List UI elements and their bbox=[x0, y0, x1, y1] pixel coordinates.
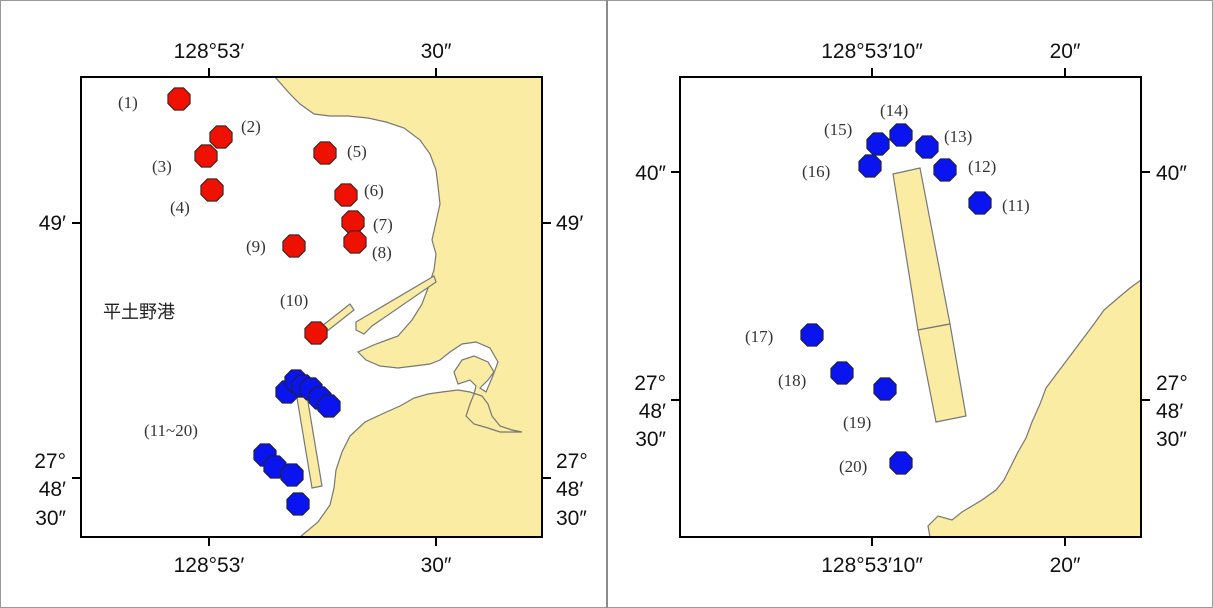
right-right-tick-4: 30″ bbox=[1156, 428, 1187, 451]
right-blue-station-16 bbox=[858, 154, 882, 178]
left-red-stations: (1) (2) (3) (4) (5) (6) (7) (8) (9) (10) bbox=[118, 87, 393, 345]
left-axis-tick-2: 27° bbox=[34, 450, 66, 473]
red-station-9 bbox=[282, 234, 306, 258]
right-right-tick-2: 27° bbox=[1156, 372, 1188, 395]
right-blue-station-label-16: (16) bbox=[802, 162, 830, 181]
red-station-label-6: (6) bbox=[364, 181, 384, 200]
right-left-tick-1: 40″ bbox=[635, 162, 666, 185]
right-blue-station-15 bbox=[866, 132, 890, 156]
left-axis-tick-4: 30″ bbox=[35, 507, 66, 530]
red-station-6 bbox=[334, 183, 358, 207]
red-station-8 bbox=[343, 230, 367, 254]
right-blue-station-label-17: (17) bbox=[745, 327, 773, 346]
right-bottom-tick-1: 128°53′10″ bbox=[821, 554, 923, 577]
panel-divider bbox=[606, 0, 608, 608]
left-top-tick-1: 128°53′ bbox=[174, 40, 245, 63]
left-blue-station-16 bbox=[317, 394, 341, 418]
red-station-3 bbox=[194, 144, 218, 168]
right-top-tick-1: 128°53′10″ bbox=[821, 40, 923, 63]
port-label: 平土野港 bbox=[103, 302, 175, 323]
right-right-tick-1: 40″ bbox=[1156, 162, 1187, 185]
right-blue-station-label-13: (13) bbox=[944, 127, 972, 146]
right-map-border bbox=[679, 76, 1142, 538]
red-station-label-4: (4) bbox=[170, 198, 190, 217]
right-blue-station-11 bbox=[968, 191, 992, 215]
red-station-label-1: (1) bbox=[118, 93, 138, 112]
right-blue-station-18 bbox=[830, 361, 854, 385]
right-blue-station-label-19: (19) bbox=[843, 413, 871, 432]
right-blue-station-20 bbox=[889, 451, 913, 475]
left-breakwater bbox=[355, 275, 437, 335]
right-blue-station-17 bbox=[800, 323, 824, 347]
left-map-land bbox=[274, 77, 542, 537]
left-blue-station-20 bbox=[286, 492, 310, 516]
red-station-2 bbox=[209, 125, 233, 149]
left-map-border bbox=[80, 76, 543, 538]
right-map-land bbox=[892, 167, 1141, 537]
left-map: 128°53′ 30″ 128°53′ 30″ 49′ 27° 48′ 30″ … bbox=[34, 40, 588, 577]
left-right-tick-3: 48′ bbox=[556, 478, 583, 501]
red-station-10 bbox=[304, 321, 328, 345]
right-coast bbox=[927, 279, 1141, 537]
left-coast-east bbox=[274, 77, 542, 537]
red-station-label-8: (8) bbox=[372, 243, 392, 262]
right-blue-station-19 bbox=[873, 377, 897, 401]
right-blue-station-14 bbox=[889, 123, 913, 147]
right-blue-station-13 bbox=[915, 135, 939, 159]
left-right-tick-1: 49′ bbox=[556, 212, 583, 235]
left-blue-stations bbox=[253, 369, 341, 516]
right-blue-station-label-11: (11) bbox=[1002, 196, 1030, 215]
red-station-5 bbox=[313, 141, 337, 165]
red-station-4 bbox=[200, 178, 224, 202]
left-right-tick-4: 30″ bbox=[556, 507, 587, 530]
left-top-tick-2: 30″ bbox=[421, 40, 452, 63]
right-map-ticks bbox=[671, 68, 1150, 546]
right-blue-station-label-18: (18) bbox=[778, 371, 806, 390]
right-blue-stations: (11) (12) (13) (14) (15) (16) (17) (18) (19) (20) bbox=[745, 101, 1030, 476]
left-right-tick-2: 27° bbox=[556, 450, 588, 473]
left-bottom-tick-2: 30″ bbox=[421, 554, 452, 577]
red-station-label-2: (2) bbox=[241, 117, 261, 136]
red-station-7 bbox=[341, 210, 365, 234]
right-left-tick-4: 30″ bbox=[635, 428, 666, 451]
blue-group-label: (11~20) bbox=[144, 421, 198, 440]
left-axis-tick-3: 48′ bbox=[39, 478, 66, 501]
right-blue-station-label-15: (15) bbox=[824, 120, 852, 139]
red-station-label-7: (7) bbox=[373, 215, 393, 234]
right-left-tick-3: 48′ bbox=[639, 400, 666, 423]
right-map: 128°53′10″ 20″ 128°53′10″ 20″ 40″ 27° 48… bbox=[634, 40, 1188, 577]
right-blue-station-label-14: (14) bbox=[880, 101, 908, 120]
red-station-label-10: (10) bbox=[280, 291, 308, 310]
red-station-1 bbox=[167, 87, 191, 111]
red-station-label-3: (3) bbox=[152, 157, 172, 176]
right-left-tick-2: 27° bbox=[634, 372, 666, 395]
right-right-tick-3: 48′ bbox=[1156, 400, 1183, 423]
right-bottom-tick-2: 20″ bbox=[1050, 554, 1081, 577]
left-axis-tick-1: 49′ bbox=[39, 212, 66, 235]
right-pier-lower bbox=[917, 323, 967, 423]
right-blue-station-label-12: (12) bbox=[968, 157, 996, 176]
left-map-ticks bbox=[72, 68, 551, 546]
right-blue-station-12 bbox=[933, 158, 957, 182]
left-bottom-tick-1: 128°53′ bbox=[174, 554, 245, 577]
left-blue-station-19 bbox=[280, 463, 304, 487]
right-blue-station-label-20: (20) bbox=[839, 457, 867, 476]
red-station-label-9: (9) bbox=[246, 237, 266, 256]
right-top-tick-2: 20″ bbox=[1050, 40, 1081, 63]
red-station-label-5: (5) bbox=[347, 142, 367, 161]
